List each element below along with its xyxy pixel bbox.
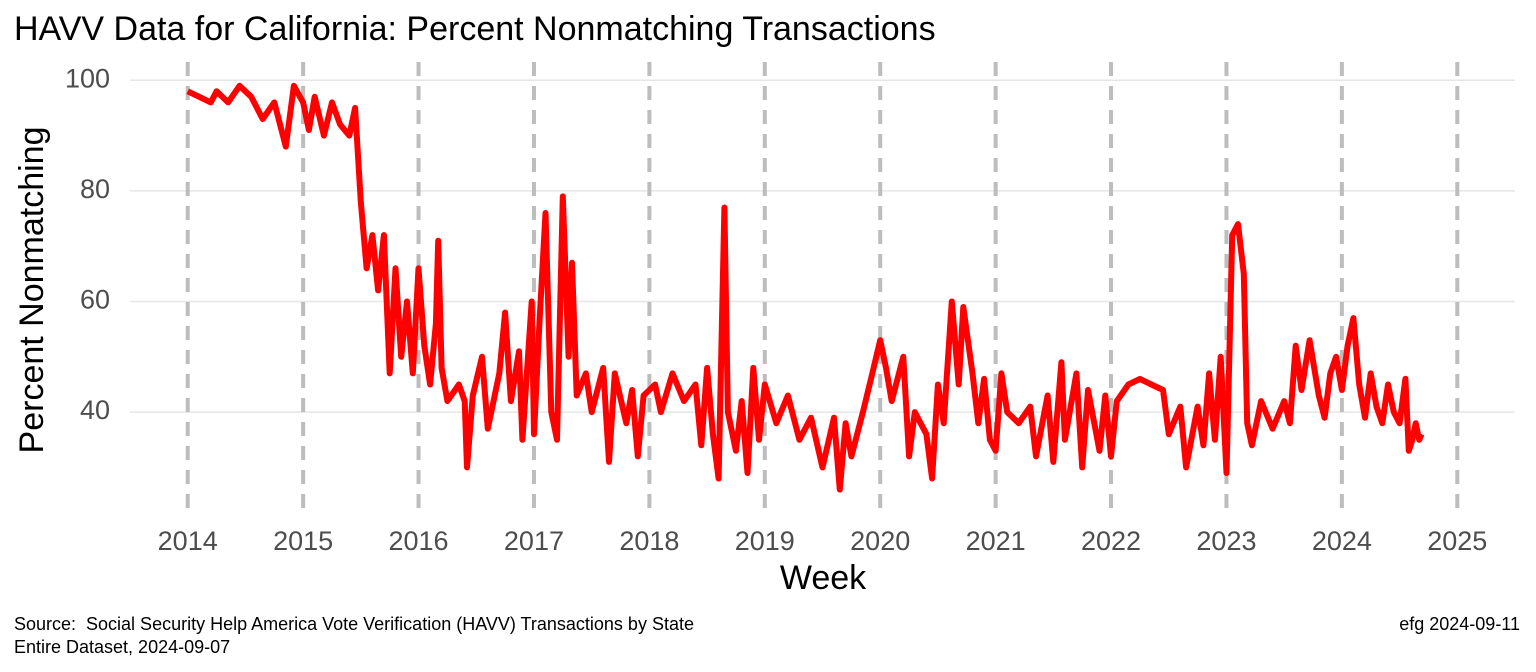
x-tick-label: 2021 (966, 526, 1026, 556)
x-tick-label: 2023 (1196, 526, 1256, 556)
x-tick-label: 2016 (389, 526, 449, 556)
y-tick-label: 60 (80, 285, 110, 315)
x-axis-label: Week (780, 559, 867, 597)
chart-title: HAVV Data for California: Percent Nonmat… (14, 10, 936, 48)
y-tick-label: 100 (65, 63, 110, 93)
x-tick-label: 2017 (504, 526, 564, 556)
y-tick-label: 40 (80, 395, 110, 425)
x-tick-label: 2014 (158, 526, 218, 556)
x-tick-label: 2024 (1312, 526, 1372, 556)
y-tick-label: 80 (80, 174, 110, 204)
grid: 40 60 80 100 2014 2015 2016 2017 2018 2019 2020 202… (65, 62, 1515, 556)
caption-source: Source: Social Security Help America Vot… (14, 614, 694, 634)
data-line (186, 82, 1425, 493)
x-tick-label: 2020 (850, 526, 910, 556)
x-tick-label: 2019 (735, 526, 795, 556)
x-tick-label: 2018 (619, 526, 679, 556)
caption-dataset: Entire Dataset, 2024-09-07 (14, 637, 230, 657)
y-axis-label: Percent Nonmatching (13, 127, 51, 454)
x-tick-label: 2015 (273, 526, 333, 556)
plot (186, 82, 1425, 493)
x-tick-label: 2025 (1427, 526, 1487, 556)
caption-author: efg 2024-09-11 (1399, 614, 1520, 634)
x-tick-label: 2022 (1081, 526, 1141, 556)
